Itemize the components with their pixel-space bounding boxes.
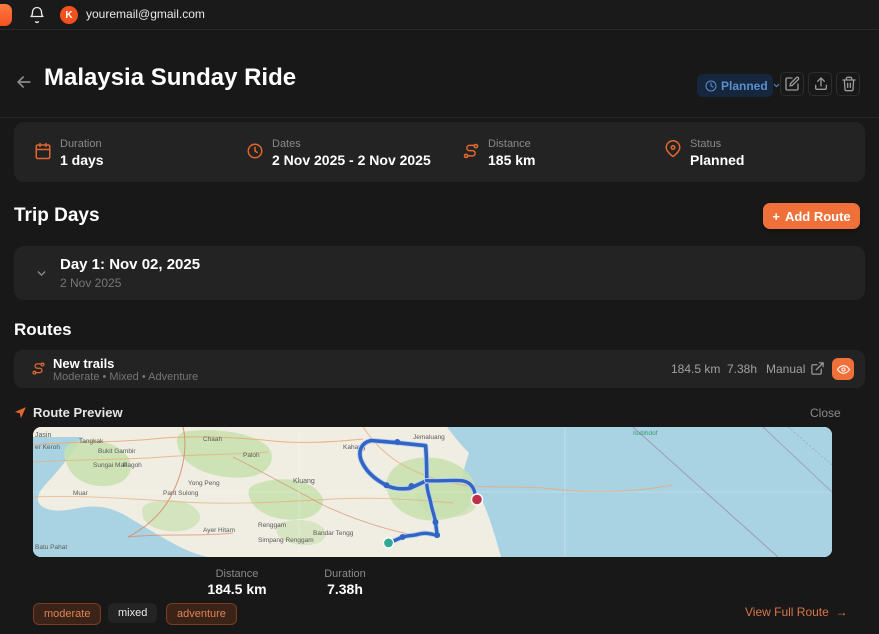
svg-text:er Keroh: er Keroh	[35, 444, 60, 451]
svg-text:Ayer Hitam: Ayer Hitam	[203, 527, 235, 534]
svg-text:Jemaluang: Jemaluang	[413, 434, 445, 441]
svg-text:Bandar Tengg: Bandar Tengg	[313, 530, 354, 537]
svg-text:Batu Pahat: Batu Pahat	[35, 544, 67, 551]
svg-text:Isxbhdof: Isxbhdof	[633, 430, 658, 437]
svg-text:Jasin: Jasin	[35, 432, 51, 439]
svg-text:Bukit Gambir: Bukit Gambir	[98, 448, 136, 455]
svg-text:Muar: Muar	[73, 490, 89, 497]
svg-text:Simpang Renggam: Simpang Renggam	[258, 537, 314, 544]
svg-text:Kluang: Kluang	[293, 478, 315, 485]
svg-text:Renggam: Renggam	[258, 522, 286, 529]
svg-text:Paloh: Paloh	[243, 452, 260, 459]
svg-text:Tangkak: Tangkak	[79, 438, 104, 445]
